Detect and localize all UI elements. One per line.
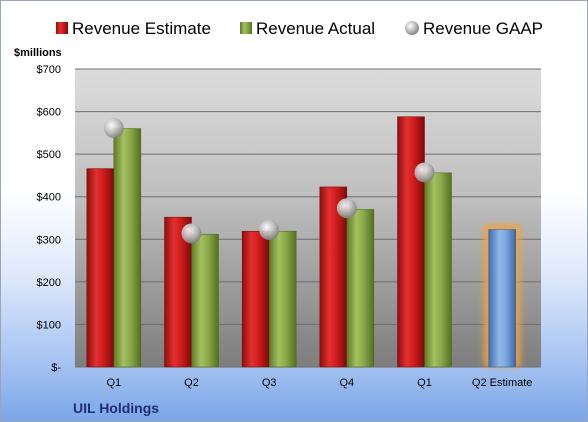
company-name: UIL Holdings — [73, 400, 159, 416]
legend-label-estimate: Revenue Estimate — [72, 19, 211, 38]
y-tick-label: $400 — [37, 192, 61, 204]
marker-revenue-gaap — [103, 118, 124, 139]
y-tick-label: $- — [51, 362, 61, 374]
x-tick-label: Q1 — [106, 377, 121, 389]
y-tick-label: $500 — [37, 149, 61, 161]
marker-revenue-gaap — [181, 223, 202, 244]
x-tick-label: Q4 — [339, 377, 354, 389]
gaap-markers — [103, 118, 435, 244]
y-tick-label: $600 — [37, 107, 61, 119]
x-axis-ticks: Q1 Q2 Q3 Q4 Q1 Q2 Estimate — [106, 377, 532, 389]
bar-revenue-actual — [268, 230, 297, 368]
bar-revenue-actual — [424, 172, 452, 368]
y-unit-label: $millions — [14, 47, 62, 59]
marker-revenue-gaap — [259, 219, 280, 240]
x-tick-label: Q2 — [184, 377, 199, 389]
plot-area — [75, 69, 541, 367]
bar-revenue-actual — [113, 128, 142, 368]
legend-label-gaap: Revenue GAAP — [423, 19, 543, 38]
y-axis-ticks: $- $100 $200 $300 $400 $500 $600 $700 — [37, 64, 62, 374]
x-tick-label: Q2 Estimate — [472, 377, 533, 389]
legend-label-actual: Revenue Actual — [256, 19, 375, 38]
legend: Revenue Estimate Revenue Actual Revenue … — [56, 19, 543, 38]
bar-revenue-estimate — [86, 168, 115, 368]
bars — [86, 116, 521, 368]
gridlines — [75, 68, 541, 368]
bar-revenue-estimate — [241, 230, 270, 368]
y-tick-label: $200 — [37, 277, 61, 289]
marker-revenue-gaap — [414, 162, 435, 183]
legend-marker-gaap — [405, 21, 419, 35]
x-tick-label: Q3 — [262, 377, 277, 389]
marker-revenue-gaap — [336, 198, 357, 219]
y-tick-label: $300 — [37, 234, 61, 246]
bar-q2-estimate — [488, 229, 516, 368]
bar-revenue-actual — [191, 233, 219, 368]
legend-swatch-estimate — [56, 22, 68, 34]
y-tick-label: $700 — [37, 64, 61, 76]
legend-swatch-actual — [240, 22, 252, 34]
bar-revenue-estimate — [397, 116, 425, 368]
x-tick-label: Q1 — [417, 377, 432, 389]
y-tick-label: $100 — [37, 319, 61, 331]
bar-revenue-actual — [346, 209, 375, 368]
